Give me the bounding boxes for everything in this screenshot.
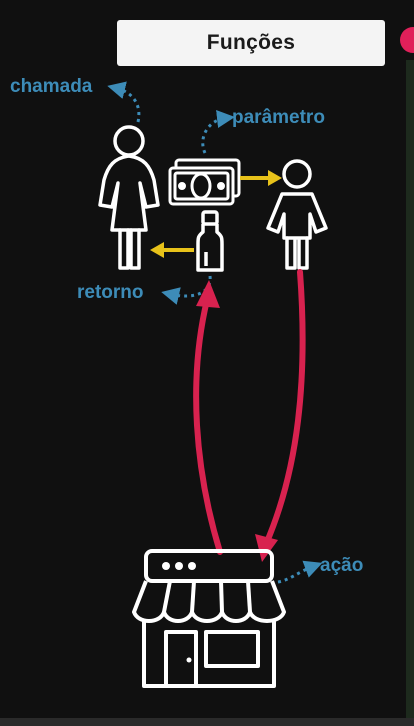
red-arrow-store-to-bottle [193, 280, 223, 555]
label-acao: ação [320, 555, 364, 576]
label-retorno: retorno [77, 282, 144, 303]
page-title: Funções [206, 31, 296, 54]
right-edge-strip [406, 60, 414, 726]
arrow-parameter [240, 170, 282, 186]
dotted-arrow-chamada [107, 81, 141, 123]
arrow-return [150, 242, 194, 258]
dotted-arrow-retorno [161, 275, 212, 305]
accent-dot [400, 27, 414, 53]
title-banner: Funções [117, 20, 385, 66]
dotted-arrow-parametro [201, 110, 235, 154]
woman-icon [98, 125, 160, 270]
bottom-edge-strip [0, 718, 414, 726]
money-icon [168, 158, 241, 206]
store-icon [132, 549, 286, 688]
label-parametro: parâmetro [232, 107, 325, 128]
child-icon [266, 159, 328, 270]
bottle-icon [196, 210, 224, 272]
red-arrow-child-to-store [255, 269, 306, 562]
dotted-arrow-acao [277, 560, 323, 584]
label-chamada: chamada [10, 76, 93, 97]
